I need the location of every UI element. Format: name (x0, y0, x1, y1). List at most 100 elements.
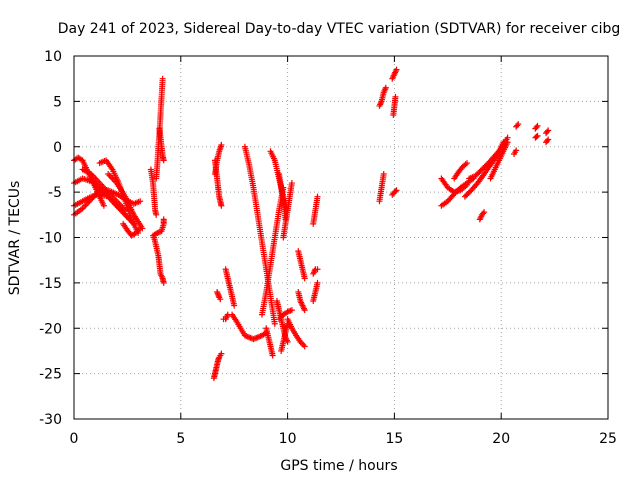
data-point (544, 137, 551, 144)
data-point (380, 170, 387, 177)
series-arc47 (487, 139, 511, 182)
series-arc18 (222, 266, 238, 309)
data-points (71, 66, 552, 382)
data-point (392, 93, 399, 100)
series-arc36 (376, 84, 389, 109)
series-arc32 (295, 288, 308, 314)
y-tick-label: 0 (53, 140, 62, 156)
data-point (218, 202, 225, 209)
y-tick-label: -10 (39, 231, 62, 247)
series-arc16 (214, 288, 224, 303)
data-point (100, 202, 107, 209)
x-tick-label: 15 (385, 431, 403, 447)
data-point (480, 210, 487, 217)
data-point (217, 296, 224, 303)
data-point (533, 133, 540, 140)
data-point (137, 225, 144, 232)
y-tick-label: 5 (53, 94, 62, 110)
y-tick-label: -20 (39, 321, 62, 337)
series-arc20 (220, 311, 231, 323)
series-arc42 (438, 175, 471, 196)
data-point (514, 122, 521, 129)
series-arc50 (532, 122, 541, 132)
series-arc10 (151, 234, 167, 286)
data-point (159, 75, 166, 82)
series-arc8 (120, 220, 144, 239)
series-arc13 (156, 125, 167, 164)
x-axis-label: GPS time / hours (280, 458, 397, 474)
x-tick-label: 25 (599, 431, 617, 447)
data-point (218, 350, 225, 357)
x-tick-label: 0 (70, 431, 79, 447)
series-arc17 (210, 350, 225, 382)
data-point (153, 211, 160, 218)
series-arc29 (278, 320, 291, 354)
data-point (160, 157, 167, 164)
data-point (271, 320, 278, 327)
series-arc37 (376, 170, 387, 205)
series-arc39 (390, 93, 399, 118)
data-point (288, 307, 295, 314)
data-point (137, 198, 144, 205)
chart-title: Day 241 of 2023, Sidereal Day-to-day VTE… (58, 21, 621, 37)
data-point (301, 275, 308, 282)
data-point (513, 147, 520, 154)
data-point (160, 216, 167, 223)
x-tick-labels: 0 5 10 15 20 25 (70, 431, 617, 447)
series-arc34 (310, 266, 321, 277)
series-arc7 (105, 170, 146, 232)
data-point (534, 122, 541, 129)
y-tick-labels: -30 -25 -20 -15 -10 -5 0 5 10 (39, 49, 62, 428)
data-point (224, 311, 231, 318)
data-point (231, 302, 238, 309)
data-point (301, 343, 308, 350)
series-arc43 (451, 160, 471, 182)
series-arc51 (532, 132, 541, 141)
y-tick-label: 10 (44, 49, 62, 65)
x-tick-label: 10 (279, 431, 297, 447)
series-arc35 (310, 279, 321, 305)
data-point (301, 307, 308, 314)
series-arc21 (241, 143, 278, 327)
series-arc12 (150, 216, 167, 239)
data-point (393, 187, 400, 194)
x-tick-label: 20 (492, 431, 510, 447)
y-tick-label: -25 (39, 367, 62, 383)
data-point (382, 84, 389, 91)
y-axis-label: SDTVAR / TECUs (7, 181, 23, 296)
y-tick-label: -30 (39, 412, 62, 428)
data-point (218, 141, 225, 148)
data-point (533, 124, 540, 131)
data-point (269, 352, 276, 359)
data-point (544, 128, 551, 135)
series-arc28 (276, 307, 295, 323)
series-arc38 (389, 66, 400, 82)
plot-frame (73, 55, 609, 420)
data-point (545, 127, 552, 134)
series-arc40 (389, 187, 400, 198)
series-arc48 (513, 121, 522, 130)
series-arc53 (543, 136, 552, 146)
data-point (392, 188, 399, 195)
series-arc52 (543, 127, 552, 137)
data-point (464, 160, 471, 167)
y-tick-label: -5 (48, 185, 62, 201)
series-arc9 (147, 166, 160, 218)
data-point (515, 121, 522, 128)
series-arc49 (511, 147, 520, 158)
series-arc22 (263, 325, 276, 359)
series-arc33 (310, 193, 321, 227)
series-arc27 (280, 180, 295, 241)
data-point (288, 180, 295, 187)
data-point (545, 136, 552, 143)
series-arc46 (476, 209, 488, 223)
series-arc15 (211, 141, 225, 177)
data-point (481, 209, 488, 216)
y-tick-label: -15 (39, 276, 62, 292)
data-point (314, 266, 321, 273)
data-point (314, 193, 321, 200)
data-point (160, 279, 167, 286)
data-point (393, 66, 400, 73)
